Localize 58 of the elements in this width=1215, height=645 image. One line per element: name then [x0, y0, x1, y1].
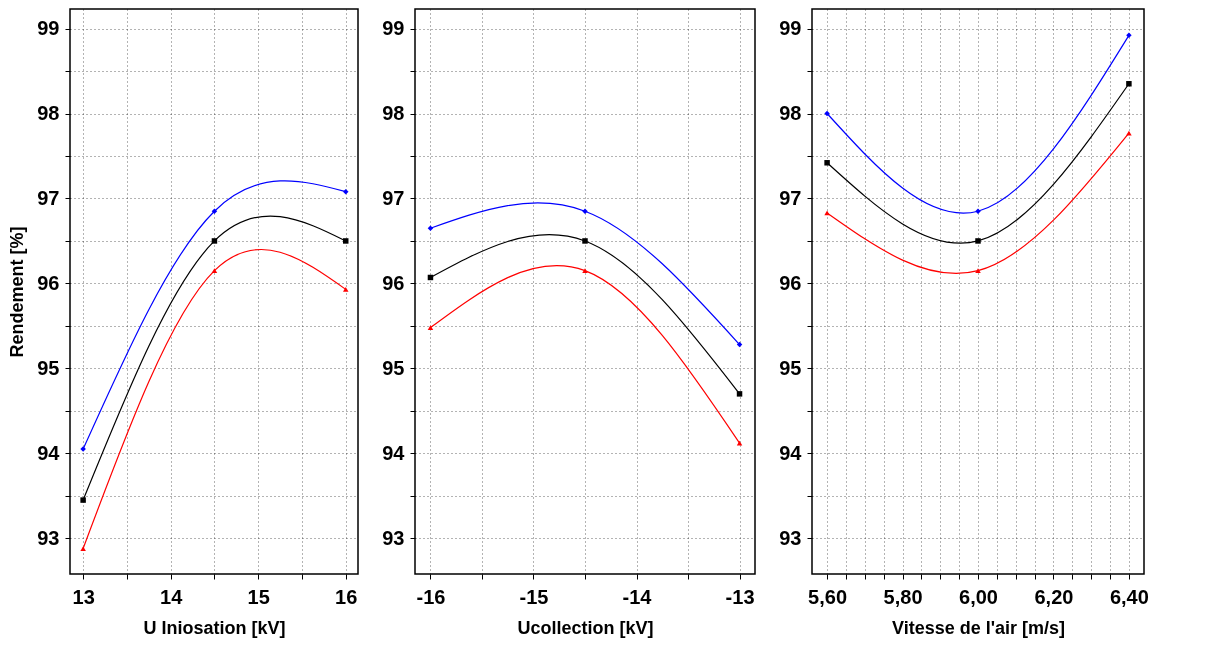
- y-tick-label: 96: [37, 271, 60, 294]
- point: [427, 225, 434, 231]
- point: [582, 268, 588, 274]
- point: [736, 391, 743, 397]
- x-tick-label: 6,40: [1109, 585, 1149, 608]
- point: [824, 160, 830, 166]
- x-tick-label: -16: [416, 585, 446, 608]
- y-tick-label: 97: [37, 186, 60, 209]
- y-tick-label: 97: [382, 186, 405, 209]
- y-tick-label: 94: [382, 441, 406, 464]
- point: [343, 188, 349, 195]
- point: [1126, 81, 1132, 87]
- y-tick-label: 94: [779, 441, 803, 464]
- point: [211, 238, 218, 244]
- point: [975, 268, 981, 274]
- x-axis-title: Vitesse de l'air [m/s]: [891, 617, 1066, 638]
- y-tick-label: 95: [382, 356, 405, 379]
- x-tick-label: -15: [519, 585, 549, 608]
- point: [343, 238, 349, 244]
- y-tick-label: 95: [779, 356, 802, 379]
- point: [736, 440, 743, 446]
- x-tick-label: 6,00: [959, 585, 998, 608]
- y-axis-title: Rendement [%]: [7, 226, 28, 358]
- x-tick-label: 6,20: [1034, 585, 1074, 608]
- y-tick-label: 98: [779, 102, 802, 124]
- y-tick-label: 93: [779, 526, 802, 549]
- y-tick-label: 93: [37, 526, 60, 549]
- x-tick-label: -14: [622, 585, 653, 608]
- x-tick-label: -13: [725, 585, 755, 608]
- point: [211, 208, 218, 214]
- y-tick-label: 94: [37, 441, 61, 464]
- point: [975, 238, 981, 244]
- y-tick-label: 96: [382, 271, 405, 294]
- y-tick-label: 99: [382, 17, 405, 40]
- y-tick-label: 97: [779, 186, 802, 209]
- point: [582, 238, 588, 244]
- x-tick-label: 15: [247, 585, 270, 608]
- point: [80, 546, 86, 551]
- x-tick-label: 14: [160, 585, 184, 608]
- y-tick-label: 99: [37, 17, 60, 40]
- x-axis-title: Ucollection [kV]: [517, 617, 654, 638]
- y-tick-label: 98: [382, 102, 405, 124]
- point: [1126, 32, 1132, 39]
- y-tick-label: 93: [382, 526, 405, 549]
- point: [211, 268, 218, 274]
- x-tick-label: 5,80: [883, 585, 923, 608]
- point: [427, 325, 434, 330]
- point: [343, 287, 349, 292]
- y-tick-label: 98: [37, 102, 60, 124]
- x-axis-title: U Iniosation [kV]: [143, 617, 286, 638]
- point: [80, 497, 86, 503]
- y-tick-label: 96: [779, 271, 802, 294]
- x-tick-label: 16: [335, 585, 358, 608]
- x-tick-label: 5,60: [808, 585, 848, 608]
- x-tick-label: 13: [72, 585, 95, 608]
- point: [824, 110, 830, 117]
- y-tick-label: 99: [779, 17, 802, 40]
- y-tick-label: 95: [37, 356, 60, 379]
